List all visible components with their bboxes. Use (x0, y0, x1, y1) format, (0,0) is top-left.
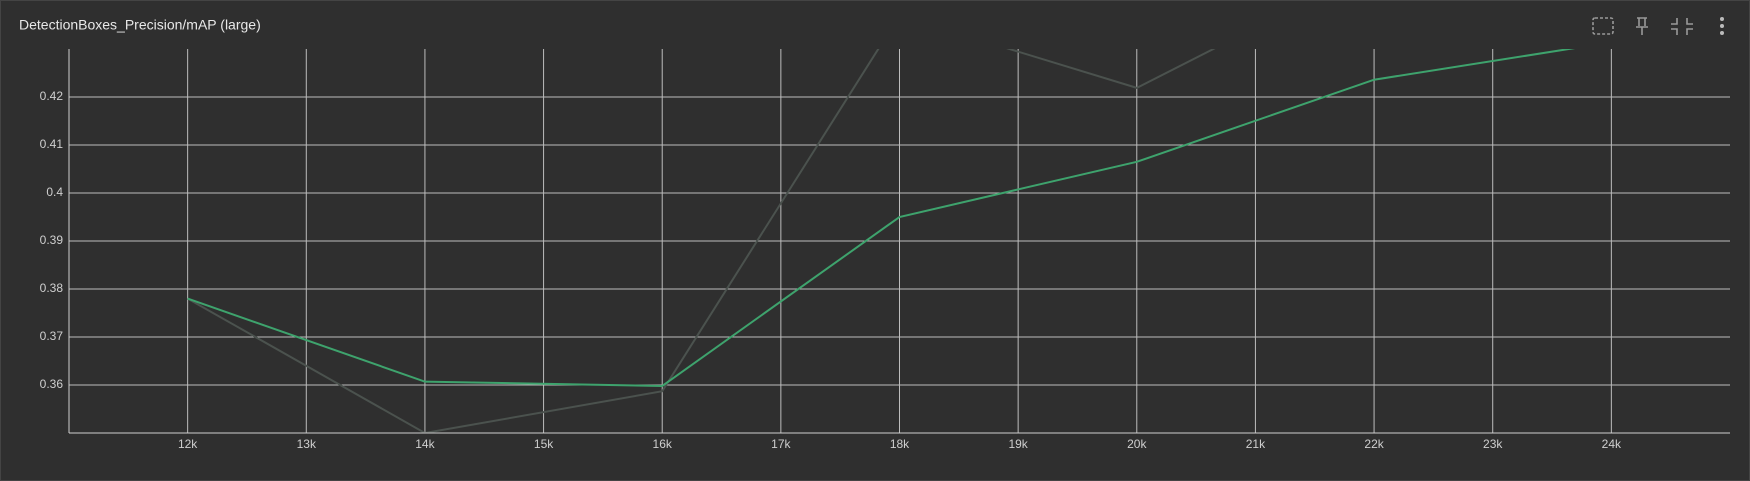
fit-domain-button[interactable] (1592, 17, 1614, 35)
y-tick-label: 0.39 (40, 233, 64, 247)
series-line (187, 49, 1216, 433)
tick-labels: 0.36 0.37 0.38 0.39 0.4 0.41 0.42 12k 13k 14k 15k 1… (40, 89, 1622, 451)
more-button[interactable] (1720, 17, 1724, 35)
y-tick-label: 0.37 (40, 329, 64, 343)
plot-lines (187, 49, 1576, 433)
y-tick-label: 0.41 (40, 137, 64, 151)
x-tick-label: 24k (1602, 437, 1622, 451)
collapse-button[interactable] (1671, 18, 1693, 35)
x-tick-label: 20k (1127, 437, 1147, 451)
x-tick-label: 19k (1008, 437, 1028, 451)
y-tick-label: 0.42 (40, 89, 64, 103)
x-tick-label: 17k (771, 437, 791, 451)
series-line (187, 49, 1576, 387)
x-tick-label: 12k (178, 437, 198, 451)
x-tick-label: 23k (1483, 437, 1503, 451)
y-tick-label: 0.4 (46, 185, 63, 199)
y-tick-label: 0.38 (40, 281, 64, 295)
x-tick-label: 13k (297, 437, 317, 451)
x-tick-label: 16k (653, 437, 673, 451)
x-tick-label: 15k (534, 437, 554, 451)
grid (69, 49, 1730, 433)
x-tick-label: 22k (1364, 437, 1384, 451)
x-tick-label: 14k (415, 437, 435, 451)
y-tick-label: 0.36 (40, 377, 64, 391)
chart-title: DetectionBoxes_Precision/mAP (large) (19, 17, 261, 33)
toolbar (1592, 17, 1724, 35)
x-tick-label: 18k (890, 437, 910, 451)
x-tick-label: 21k (1246, 437, 1266, 451)
pin-button[interactable] (1636, 17, 1648, 35)
